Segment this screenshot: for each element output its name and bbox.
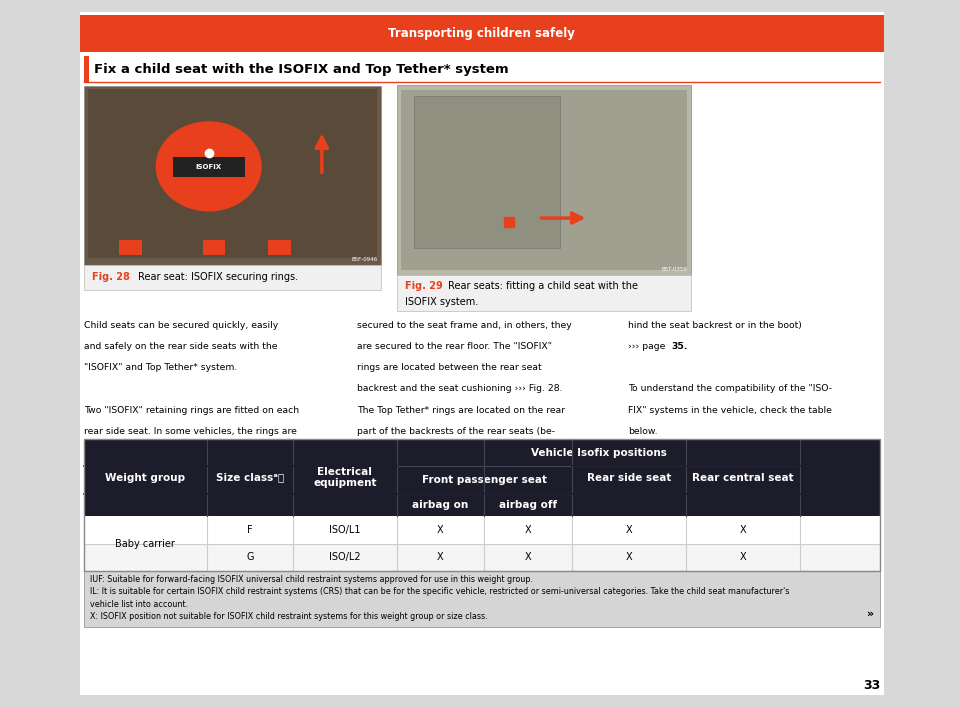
Text: X: X (626, 552, 633, 562)
Text: Electrical
equipment: Electrical equipment (313, 467, 376, 489)
Text: Transporting children safely: Transporting children safely (389, 27, 575, 40)
Text: X: X (525, 552, 532, 562)
Bar (84, 571, 880, 627)
Text: Vehicle Isofix positions: Vehicle Isofix positions (531, 447, 666, 457)
Text: ISOFIX: ISOFIX (196, 164, 222, 170)
Text: X: X (740, 552, 747, 562)
Bar (84, 265, 381, 290)
Text: B5T-0359: B5T-0359 (661, 268, 687, 273)
Bar (84, 516, 880, 544)
Text: X: X (626, 525, 633, 535)
Bar (84, 439, 880, 571)
Bar (84, 57, 88, 81)
Text: ISO/L1: ISO/L1 (329, 525, 361, 535)
Text: The Top Tether* rings are located on the rear: The Top Tether* rings are located on the… (357, 406, 565, 415)
Text: Fig. 29: Fig. 29 (405, 281, 444, 291)
Text: X: X (740, 525, 747, 535)
Text: Size classᵃ⧠: Size classᵃ⧠ (216, 473, 284, 483)
Text: G: G (247, 552, 253, 562)
Text: 35.: 35. (672, 342, 688, 351)
Text: Fig. 28: Fig. 28 (92, 273, 130, 282)
Text: Child seats can be secured quickly, easily: Child seats can be secured quickly, easi… (84, 321, 278, 330)
Bar (80, 15, 884, 52)
Text: X: ISOFIX position not suitable for ISOFIX child restraint systems for this weig: X: ISOFIX position not suitable for ISOF… (90, 612, 488, 621)
Text: hind the seat backrest or in the boot): hind the seat backrest or in the boot) (629, 321, 803, 330)
Bar (397, 85, 691, 275)
Bar (84, 86, 381, 265)
Text: rings are located between the rear seat: rings are located between the rear seat (357, 363, 541, 372)
Text: backrest and the seat cushioning ››› Fig. 28.: backrest and the seat cushioning ››› Fig… (357, 384, 563, 394)
Text: Baby carrier: Baby carrier (115, 539, 176, 549)
Bar (84, 544, 880, 571)
Text: »: » (867, 609, 874, 619)
Bar (84, 439, 880, 516)
Text: IUF: Suitable for forward-facing ISOFIX universal child restraint systems approv: IUF: Suitable for forward-facing ISOFIX … (90, 575, 533, 584)
Text: To understand the compatibility of the "ISO-: To understand the compatibility of the "… (629, 384, 832, 394)
Text: "ISOFIX" and Top Tether* system.: "ISOFIX" and Top Tether* system. (84, 363, 237, 372)
Bar (203, 239, 226, 255)
Text: Fix a child seat with the ISOFIX and Top Tether* system: Fix a child seat with the ISOFIX and Top… (94, 62, 509, 76)
Text: 33: 33 (863, 679, 880, 692)
Bar (84, 439, 880, 467)
Text: Front passenger seat: Front passenger seat (421, 475, 547, 485)
Text: are secured to the rear floor. The "ISOFIX": are secured to the rear floor. The "ISOF… (357, 342, 552, 351)
Text: secured to the seat frame and, in others, they: secured to the seat frame and, in others… (357, 321, 572, 330)
Bar (401, 90, 687, 270)
Text: ISO/L2: ISO/L2 (329, 552, 361, 562)
Text: ››› page: ››› page (629, 342, 669, 351)
Text: airbag on: airbag on (413, 500, 468, 510)
Bar (397, 275, 691, 311)
Text: Rear seat: ISOFIX securing rings.: Rear seat: ISOFIX securing rings. (138, 273, 299, 282)
Text: airbag off: airbag off (499, 500, 557, 510)
Text: vehicle list into account.: vehicle list into account. (90, 600, 188, 609)
Bar (119, 239, 142, 255)
Text: F: F (248, 525, 253, 535)
Text: Rear seats: fitting a child seat with the: Rear seats: fitting a child seat with th… (448, 281, 638, 291)
Text: Weight group: Weight group (106, 473, 185, 483)
Bar (414, 96, 561, 248)
Text: X: X (525, 525, 532, 535)
Text: B5F-0946: B5F-0946 (351, 257, 377, 262)
Bar (268, 239, 291, 255)
Text: ISOFIX system.: ISOFIX system. (405, 297, 479, 307)
Text: IL: It is suitable for certain ISOFIX child restraint systems (CRS) that can be : IL: It is suitable for certain ISOFIX ch… (90, 588, 789, 596)
Text: rear side seat. In some vehicles, the rings are: rear side seat. In some vehicles, the ri… (84, 427, 297, 435)
Text: X: X (437, 525, 444, 535)
Text: FIX" systems in the vehicle, check the table: FIX" systems in the vehicle, check the t… (629, 406, 832, 415)
Text: part of the backrests of the rear seats (be-: part of the backrests of the rear seats … (357, 427, 555, 435)
Circle shape (156, 122, 261, 211)
Text: Rear central seat: Rear central seat (692, 473, 794, 483)
Bar (173, 157, 245, 176)
Text: X: X (437, 552, 444, 562)
Text: Rear side seat: Rear side seat (587, 473, 671, 483)
Text: and safely on the rear side seats with the: and safely on the rear side seats with t… (84, 342, 277, 351)
Bar (87, 89, 377, 258)
Text: Two "ISOFIX" retaining rings are fitted on each: Two "ISOFIX" retaining rings are fitted … (84, 406, 299, 415)
Text: below.: below. (629, 427, 658, 435)
